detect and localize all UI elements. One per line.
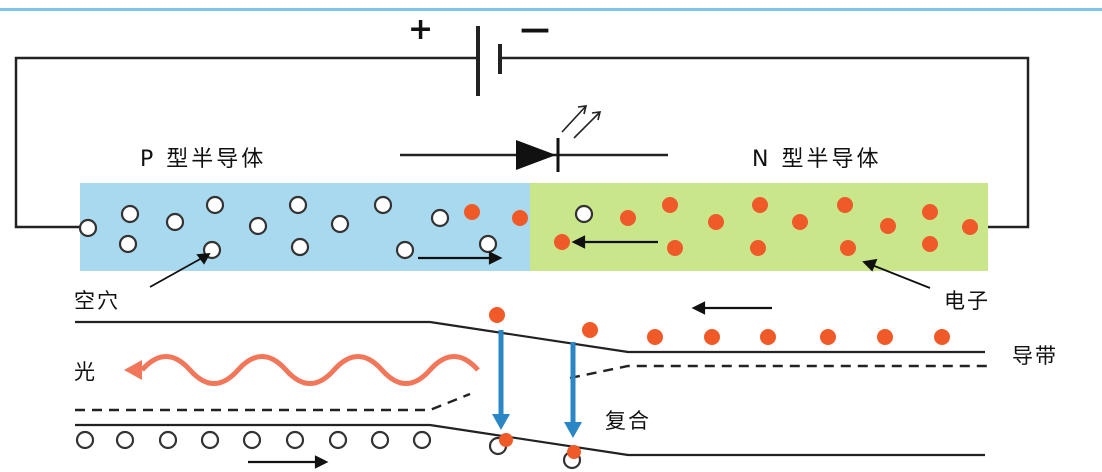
valence-holes <box>75 430 582 470</box>
circuit-wire <box>14 56 1030 229</box>
light-label: 光 <box>74 360 97 384</box>
conduction-electrons <box>489 307 950 345</box>
recombination-arrows <box>492 330 582 438</box>
battery-minus-sign: — <box>520 12 550 47</box>
top-rule <box>0 8 1102 11</box>
drift-arrows <box>418 235 658 265</box>
hole-drift-arrow <box>248 455 329 469</box>
conduction-band-label: 导带 <box>1012 344 1058 368</box>
n-region <box>530 183 988 271</box>
electron-drift-arrow <box>691 301 772 315</box>
diode-symbol-icon <box>400 138 668 172</box>
battery-plus-sign: + <box>408 12 434 47</box>
hole-markers <box>78 195 594 260</box>
electron-label: 电子 <box>944 289 990 313</box>
p-region <box>80 183 530 271</box>
battery-icon <box>476 26 502 96</box>
fermi-level-lines <box>75 364 990 412</box>
n-type-label: N 型半导体 <box>752 147 882 172</box>
hole-label: 空穴 <box>74 289 120 313</box>
electron-markers <box>464 197 978 256</box>
recombined-electrons <box>499 433 581 459</box>
label-pointers <box>149 252 931 289</box>
band-lines <box>75 320 985 457</box>
recombination-label: 复合 <box>605 409 651 433</box>
light-emission-arrows-icon <box>561 105 602 139</box>
p-type-label: P 型半导体 <box>140 147 267 172</box>
light-wave-icon <box>124 354 480 386</box>
